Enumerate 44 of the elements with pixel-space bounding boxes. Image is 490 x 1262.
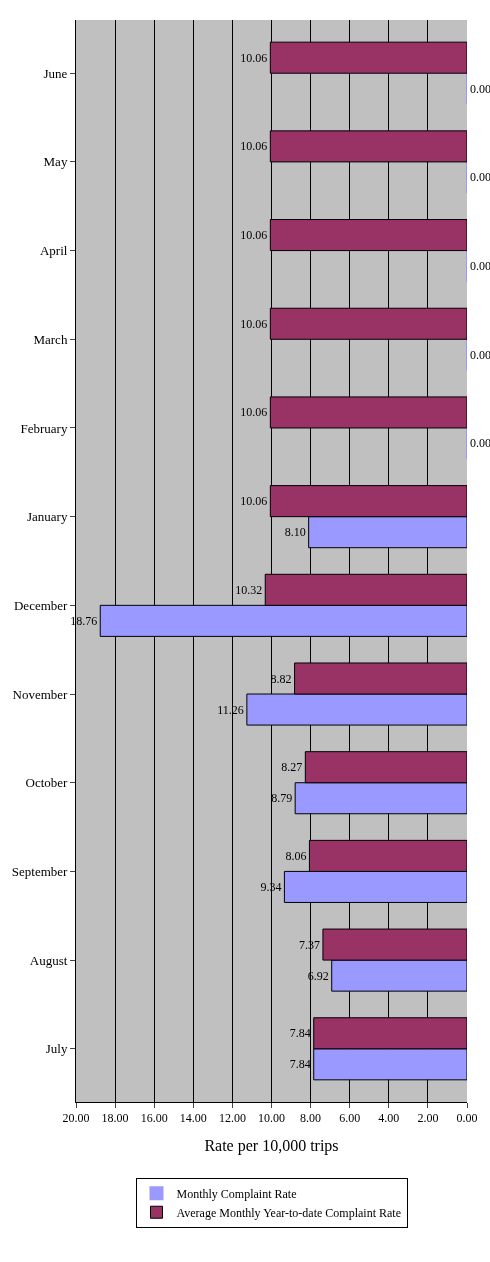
x-tick-label: 18.00	[101, 1111, 129, 1126]
data-label: 7.84	[289, 1057, 311, 1072]
x-tick-label: 0.00	[456, 1111, 478, 1126]
x-tick-label: 20.00	[62, 1111, 90, 1126]
x-tick-label: 8.00	[300, 1111, 322, 1126]
x-tick-label: 10.00	[258, 1111, 285, 1126]
legend-label: Average Monthly Year-to-date Complaint Rate	[176, 1205, 401, 1220]
data-label: 10.06	[240, 139, 268, 154]
data-label: 0.00	[470, 347, 490, 362]
y-tick-label: September	[11, 863, 69, 879]
y-tick-label: June	[43, 65, 68, 81]
data-label: 8.06	[285, 848, 307, 863]
data-label: 10.32	[235, 582, 263, 597]
y-tick-label: December	[13, 597, 69, 613]
x-tick-label: 14.00	[179, 1111, 207, 1126]
data-label: 10.06	[240, 316, 268, 331]
x-tick-label: 2.00	[417, 1111, 439, 1126]
data-label: 0.00	[470, 81, 490, 96]
y-tick-label: May	[43, 154, 68, 170]
y-tick-label: January	[26, 509, 68, 525]
data-label: 10.06	[240, 494, 268, 509]
data-label: 10.06	[240, 405, 268, 420]
y-tick-label: November	[12, 686, 69, 702]
x-tick-label: 12.00	[218, 1111, 246, 1126]
y-tick-label: April	[39, 243, 68, 259]
y-tick-label: July	[45, 1041, 68, 1057]
x-tick-label: 16.00	[140, 1111, 168, 1126]
x-axis-title: Rate per 10,000 trips	[204, 1137, 339, 1156]
data-label: 10.06	[240, 228, 268, 243]
y-tick-label: October	[25, 775, 69, 791]
data-label: 10.06	[240, 50, 268, 65]
data-label: 8.79	[271, 791, 293, 806]
y-tick-label: March	[33, 331, 68, 347]
x-tick-label: 6.00	[339, 1111, 361, 1126]
y-tick-label: February	[20, 420, 68, 436]
data-label: 8.27	[281, 760, 303, 775]
data-label: 0.00	[470, 436, 490, 451]
x-tick-label: 4.00	[378, 1111, 400, 1126]
legend-label: Monthly Complaint Rate	[176, 1186, 297, 1201]
data-label: 0.00	[470, 259, 490, 274]
y-tick-label: August	[29, 952, 68, 968]
data-label: 0.00	[470, 170, 490, 185]
data-label: 7.84	[289, 1026, 311, 1041]
data-label: 8.10	[284, 525, 306, 540]
